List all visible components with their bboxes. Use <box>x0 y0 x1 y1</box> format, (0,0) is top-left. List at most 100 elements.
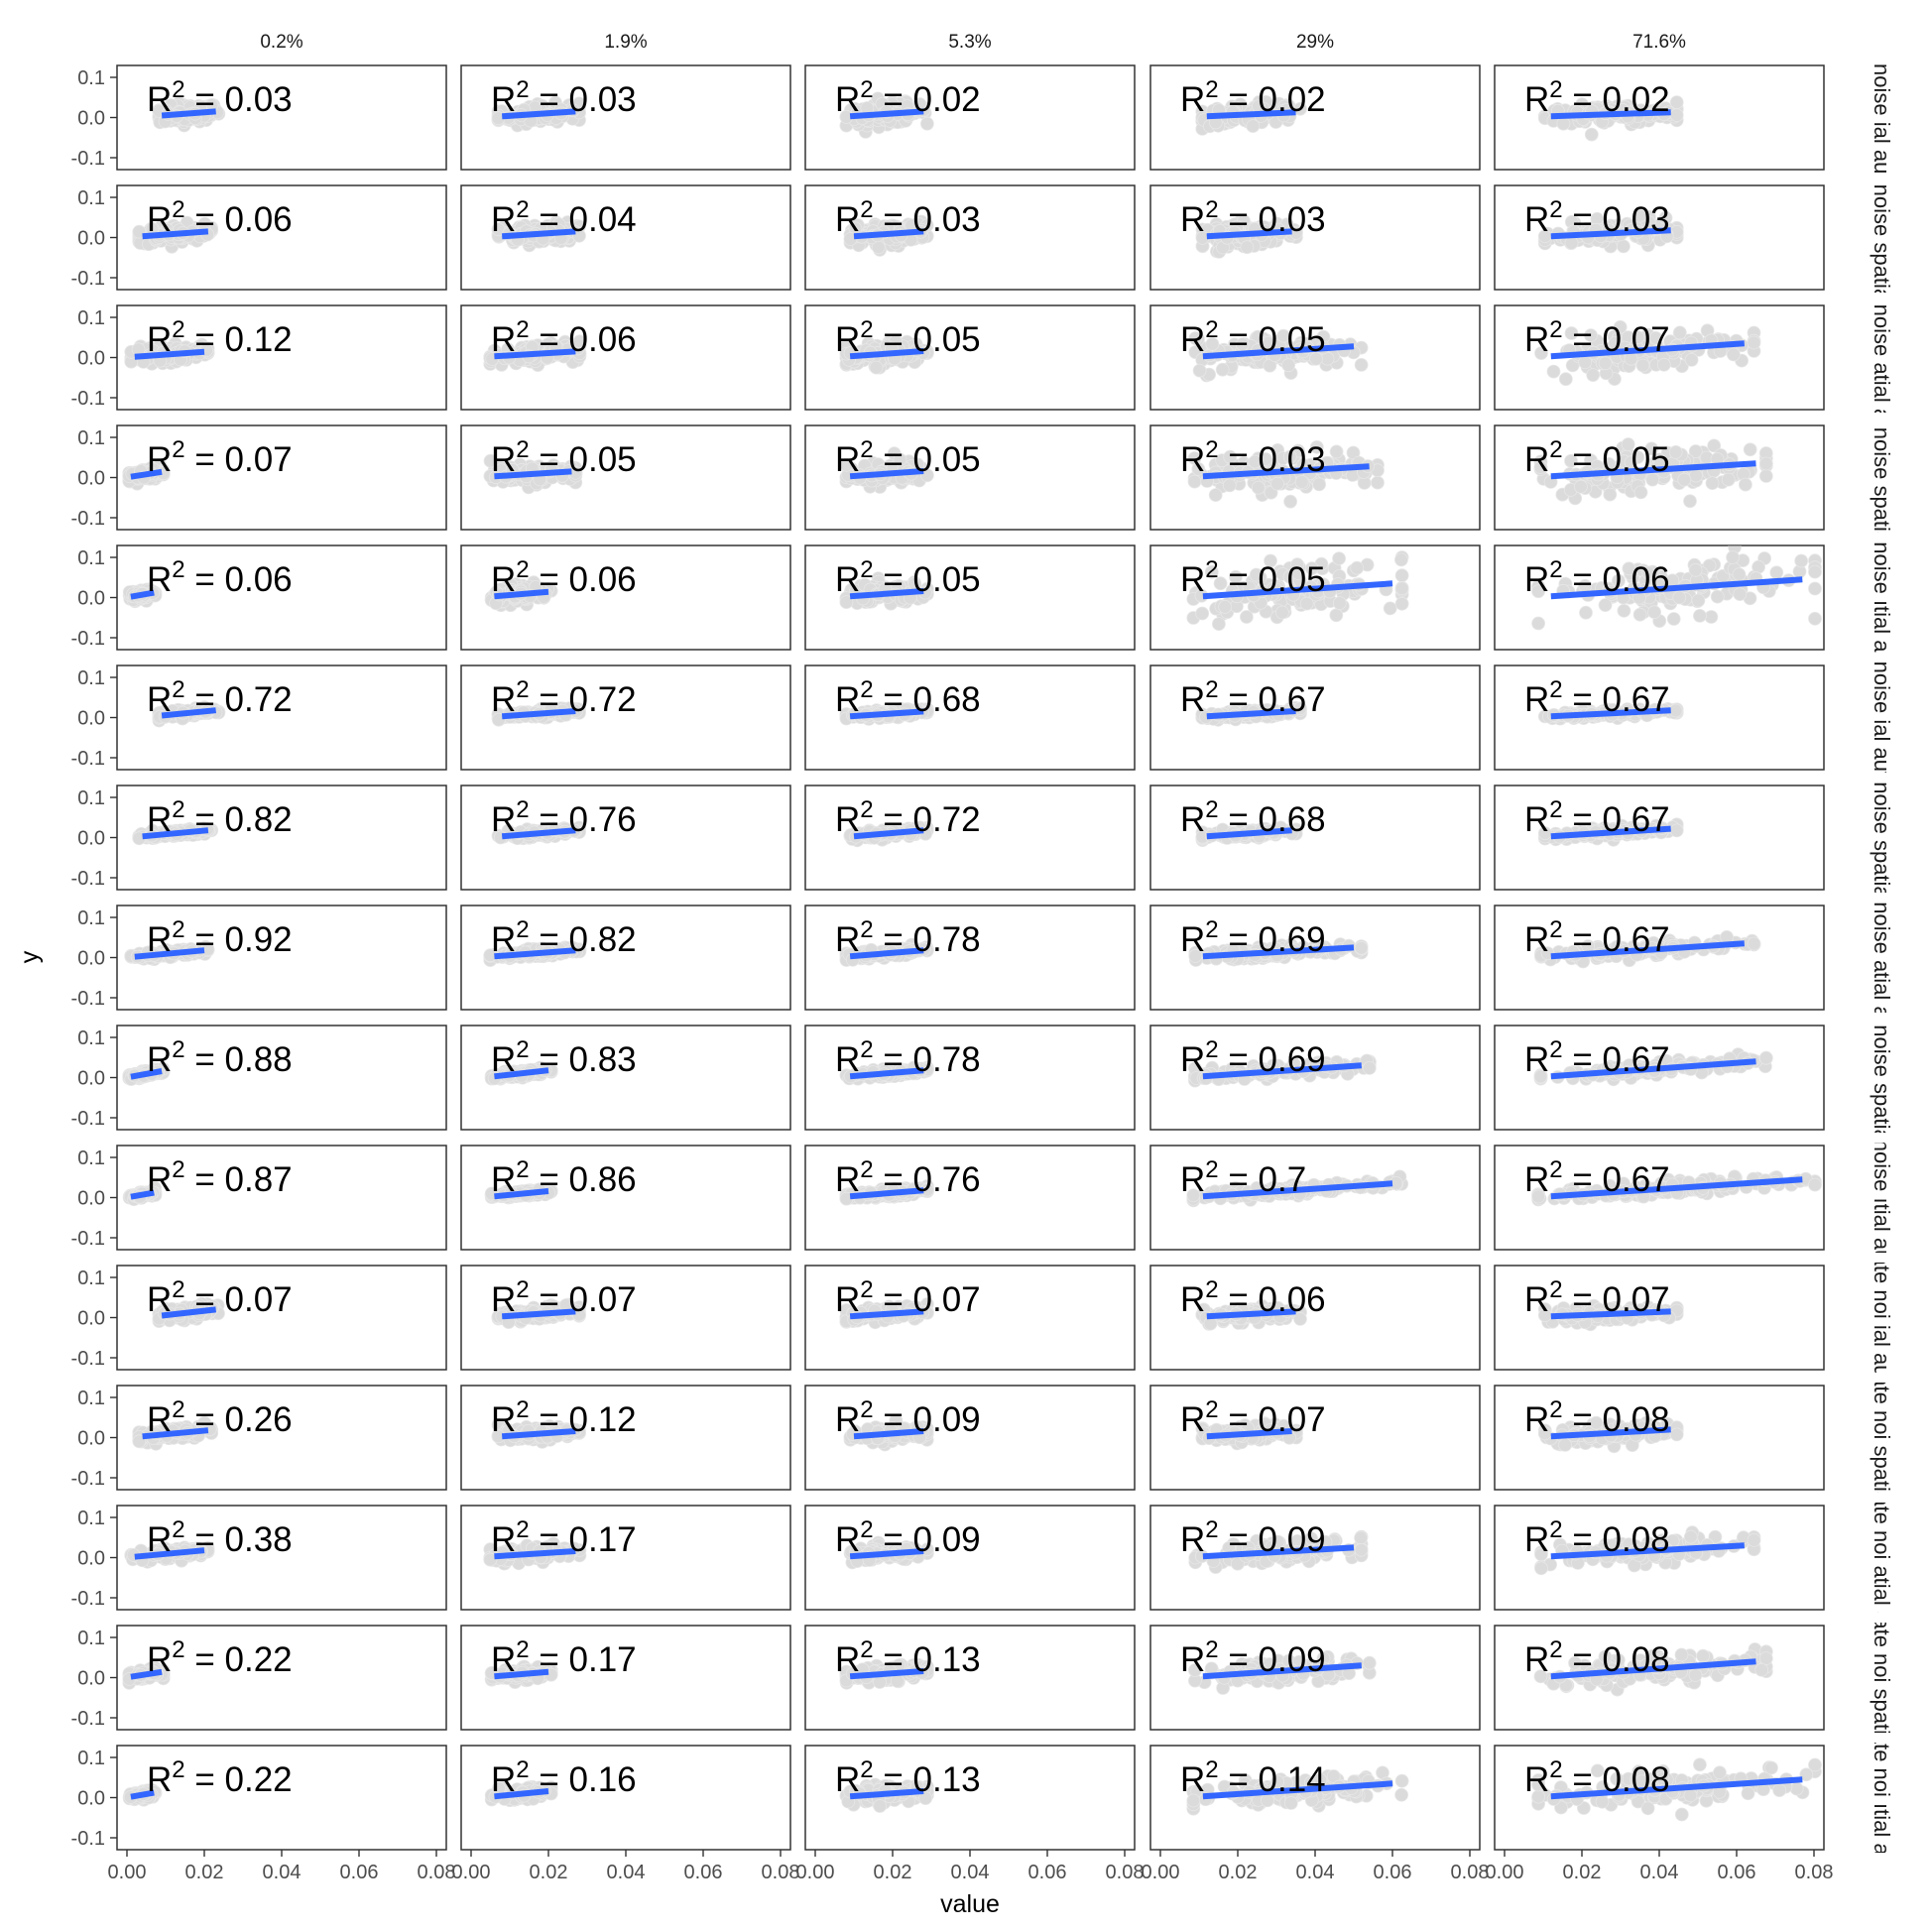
panel-marks <box>1195 95 1307 136</box>
facet-panel: R2 = 0.72 <box>460 664 791 771</box>
scatter-point <box>1758 469 1773 483</box>
scatter-point <box>1732 567 1747 582</box>
scatter-point <box>1558 372 1573 387</box>
facet-panel: R2 = 0.03 <box>116 64 447 171</box>
scatter-point <box>1354 357 1369 372</box>
scatter-point <box>1208 488 1223 503</box>
scatter-point <box>1240 610 1254 624</box>
facet-panel: R2 = 0.76 <box>460 785 791 891</box>
facet-panel: R2 = 0.07 <box>116 424 447 531</box>
r2-label: R2 = 0.12 <box>147 316 293 359</box>
scatter-point <box>1531 616 1545 631</box>
facet-panel: R2 = 0.68 <box>804 664 1136 771</box>
r2-label: R2 = 0.67 <box>1180 676 1326 719</box>
scatter-point <box>1739 477 1752 492</box>
facet-panel: R2 = 0.02 <box>1494 64 1825 171</box>
scatter-point <box>1683 494 1697 509</box>
scatter-point <box>1727 347 1741 362</box>
scatter-point <box>1693 609 1707 623</box>
scatter-point <box>920 116 934 131</box>
facet-panel: R2 = 0.06 <box>116 184 447 291</box>
r2-label: R2 = 0.67 <box>1524 676 1670 719</box>
scatter-point <box>1383 601 1397 616</box>
facet-panel: R2 = 0.72 <box>116 664 447 771</box>
facet-panel: R2 = 0.04 <box>460 184 791 291</box>
scatter-point <box>1215 362 1230 377</box>
r2-label: R2 = 0.03 <box>1180 436 1326 479</box>
scatter-point <box>1350 560 1365 575</box>
scatter-point <box>1240 240 1255 255</box>
r2-label: R2 = 0.06 <box>1524 556 1670 599</box>
scatter-point <box>1332 551 1346 565</box>
scatter-point <box>1617 603 1631 618</box>
scatter-point <box>1666 612 1681 626</box>
r2-label: R2 = 0.05 <box>835 316 981 359</box>
scatter-point <box>1758 456 1773 471</box>
scatter-point <box>1668 444 1683 459</box>
scatter-point <box>1270 476 1284 491</box>
facet-panel: R2 = 0.03 <box>1494 184 1825 291</box>
scatter-point <box>1546 364 1561 379</box>
scatter-point <box>869 360 884 375</box>
r2-label: R2 = 0.03 <box>1524 196 1670 239</box>
panel-marks <box>839 91 934 139</box>
regression-line <box>142 228 209 240</box>
facet-panel: R2 = 0.67 <box>1149 664 1481 771</box>
regression-line <box>1550 109 1671 120</box>
scatter-point <box>1371 475 1385 490</box>
facet-panel: R2 = 0.92 <box>116 905 447 1011</box>
r2-label: R2 = 0.05 <box>835 436 981 479</box>
scatter-point <box>1212 617 1226 631</box>
scatter-point <box>1669 823 1684 838</box>
r2-label: R2 = 0.67 <box>1524 796 1670 839</box>
scatter-point <box>1808 564 1822 579</box>
scatter-point <box>1751 559 1765 574</box>
r2-label: R2 = 0.03 <box>835 196 981 239</box>
r2-label: R2 = 0.05 <box>491 436 637 479</box>
facet-panel: R2 = 0.05 <box>804 424 1136 531</box>
facet-panel: R2 = 0.05 <box>460 424 791 531</box>
r2-label: R2 = 0.03 <box>1180 196 1326 239</box>
facet-panel: R2 = 0.06 <box>460 544 791 651</box>
r2-label: R2 = 0.68 <box>1180 796 1326 839</box>
facet-panel: R2 = 0.05 <box>804 304 1136 411</box>
facet-panel: R2 = 0.05 <box>1149 544 1481 651</box>
r2-label: R2 = 0.68 <box>835 676 981 719</box>
scatter-point <box>1579 605 1593 620</box>
panel-marks <box>491 215 586 253</box>
scatter-point <box>1299 596 1314 611</box>
regression-line <box>502 108 576 120</box>
scatter-point <box>1726 550 1740 564</box>
scatter-point <box>1743 442 1757 457</box>
facet-panel: R2 = 0.02 <box>1149 64 1481 171</box>
r2-label: R2 = 0.72 <box>835 796 981 839</box>
r2-label: R2 = 0.76 <box>491 796 637 839</box>
facet-panel: R2 = 0.07 <box>1494 304 1825 411</box>
r2-label: R2 = 0.02 <box>1180 76 1326 119</box>
scatter-point <box>1721 472 1736 487</box>
scatter-point <box>1684 352 1699 367</box>
panel-marks <box>152 96 226 133</box>
scatter-point <box>1192 363 1207 378</box>
scatter-point <box>1603 487 1618 502</box>
facet-panel: R2 = 0.06 <box>116 544 447 651</box>
scatter-point <box>1275 605 1289 620</box>
r2-label: R2 = 0.05 <box>1180 316 1326 359</box>
panel-marks <box>132 215 219 254</box>
scatter-point <box>1669 108 1684 122</box>
r2-label: R2 = 0.03 <box>491 76 637 119</box>
scatter-point <box>1677 472 1692 487</box>
r2-label: R2 = 0.02 <box>1524 76 1670 119</box>
scatter-point <box>1293 101 1307 116</box>
panel-frame <box>804 64 1136 171</box>
scatter-point <box>1633 485 1648 500</box>
r2-label: R2 = 0.06 <box>147 556 293 599</box>
panel-grid: R2 = 0.03 R2 = 0.03 R2 = 0.02 R2 = 0.02 R2 =… <box>116 64 1825 1851</box>
scatter-point <box>1705 476 1720 491</box>
r2-label: R2 = 0.92 <box>147 916 293 959</box>
facet-panel: R2 = 0.02 <box>804 64 1136 171</box>
facet-panel: R2 = 0.05 <box>1149 304 1481 411</box>
facet-panel: R2 = 0.67 <box>1494 785 1825 891</box>
scatter-point <box>1688 562 1703 577</box>
